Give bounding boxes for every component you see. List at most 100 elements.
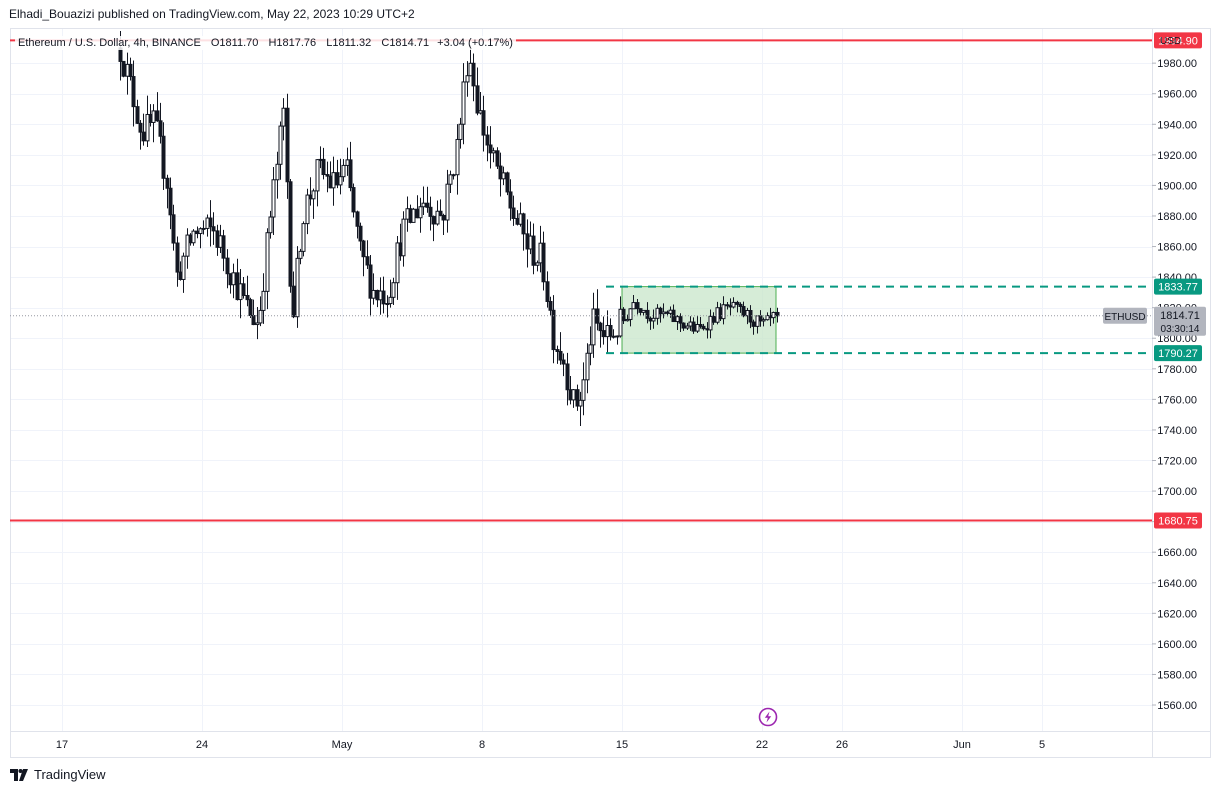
- candle-body: [551, 309, 556, 351]
- candle-body: [168, 187, 173, 216]
- candle-body: [488, 144, 493, 154]
- candle-body: [521, 213, 526, 235]
- range-bottom-price-tag: 1790.27: [1158, 348, 1198, 360]
- candle-body: [558, 350, 563, 361]
- price-tick-label: 1980.00: [1157, 58, 1197, 70]
- candle-body: [481, 110, 486, 136]
- bar-countdown: 03:30:14: [1161, 324, 1200, 335]
- candle-body: [435, 210, 440, 225]
- candle-body: [141, 131, 146, 142]
- candle-body: [548, 300, 553, 311]
- candle-body: [585, 352, 590, 381]
- symbol-tag: ETHUSD: [1104, 312, 1145, 323]
- candle-body: [135, 106, 140, 124]
- candle-body: [771, 311, 776, 319]
- candle-body: [561, 359, 566, 365]
- price-tick-label: 1940.00: [1157, 119, 1197, 131]
- candle-body: [428, 206, 433, 217]
- candle-body: [451, 174, 456, 177]
- candle-body: [681, 322, 686, 329]
- candle-body: [285, 107, 290, 183]
- candle-body: [185, 234, 190, 257]
- price-tick-label: 1900.00: [1157, 180, 1197, 192]
- candle-body: [341, 164, 346, 178]
- range-top-price-tag: 1833.77: [1158, 282, 1198, 294]
- candle-body: [711, 315, 716, 323]
- candle-body: [601, 330, 606, 338]
- candle-body: [751, 321, 756, 327]
- candle-body: [495, 150, 500, 167]
- price-tick-label: 1760.00: [1157, 394, 1197, 406]
- candle-body: [321, 158, 326, 176]
- candle-body: [505, 172, 510, 193]
- candle-body: [261, 290, 266, 311]
- candle-body: [351, 187, 356, 213]
- candle-body: [278, 125, 283, 165]
- support-price-tag: 1680.75: [1158, 515, 1198, 527]
- resistance-price-tag: 1994.90: [1158, 35, 1198, 47]
- time-tick-label: 26: [836, 739, 848, 751]
- lightning-event-icon[interactable]: [758, 707, 778, 727]
- candle-body: [281, 107, 286, 127]
- price-tick-label: 1640.00: [1157, 578, 1197, 590]
- candle-body: [368, 264, 373, 299]
- candle-body: [578, 399, 583, 407]
- range-box[interactable]: [621, 286, 777, 354]
- candle-body: [385, 303, 390, 306]
- candle-body: [511, 207, 516, 219]
- support-price-tag-bg: [1154, 512, 1202, 529]
- candle-body: [181, 255, 186, 280]
- candle-body: [448, 174, 453, 185]
- candle-body: [608, 325, 613, 337]
- candle-body: [208, 217, 213, 228]
- candle-body: [748, 310, 753, 323]
- price-tick-label: 1580.00: [1157, 669, 1197, 681]
- candle-body: [251, 315, 256, 326]
- candle-body: [241, 283, 246, 296]
- legend-change: +3.04 (+0.17%): [437, 37, 513, 49]
- price-tick-label: 1920.00: [1157, 150, 1197, 162]
- price-tick-label: 1960.00: [1157, 89, 1197, 101]
- resistance-price-tag-bg: [1154, 32, 1202, 49]
- tradingview-logo-icon: [10, 768, 28, 781]
- candle-body: [298, 250, 303, 259]
- time-tick-label: 22: [756, 739, 768, 751]
- candle-body: [348, 159, 353, 189]
- candle-body: [571, 389, 576, 401]
- candle-body: [411, 208, 416, 223]
- candle-body: [271, 179, 276, 218]
- candle-body: [175, 242, 180, 273]
- candle-body: [438, 210, 443, 216]
- candle-body: [301, 223, 306, 252]
- candle-body: [465, 75, 470, 83]
- candle-body: [201, 227, 206, 230]
- candle-body: [311, 190, 316, 200]
- candle-body: [461, 81, 466, 125]
- price-tags-layer: 1994.90 1680.75 1833.77 1790.27 ETHUSD 1814.7…: [1103, 32, 1206, 529]
- candle-body: [338, 176, 343, 186]
- tradingview-logo[interactable]: TradingView: [10, 767, 106, 782]
- candle-body: [695, 323, 700, 332]
- candle-body: [761, 319, 766, 322]
- candle-body: [691, 321, 696, 332]
- candle-body: [381, 290, 386, 305]
- candle-body: [275, 163, 280, 181]
- symbol-legend[interactable]: Ethereum / U.S. Dollar, 4h, BINANCE O181…: [18, 37, 513, 49]
- chart-border: [10, 28, 1211, 758]
- candle-body: [231, 272, 236, 286]
- candle-body: [358, 225, 363, 242]
- price-tick-label: 1740.00: [1157, 425, 1197, 437]
- candle-body: [458, 123, 463, 140]
- candle-body: [325, 174, 330, 177]
- candle-body: [555, 349, 560, 352]
- candle-body: [198, 228, 203, 235]
- currency-label: USD: [1160, 36, 1181, 47]
- candle-body: [535, 262, 540, 266]
- candle-body: [588, 344, 593, 354]
- candle-body: [625, 318, 630, 322]
- candle-body: [445, 183, 450, 221]
- candle-body: [621, 308, 626, 322]
- candle-body: [155, 110, 160, 122]
- price-tick-label: 1780.00: [1157, 364, 1197, 376]
